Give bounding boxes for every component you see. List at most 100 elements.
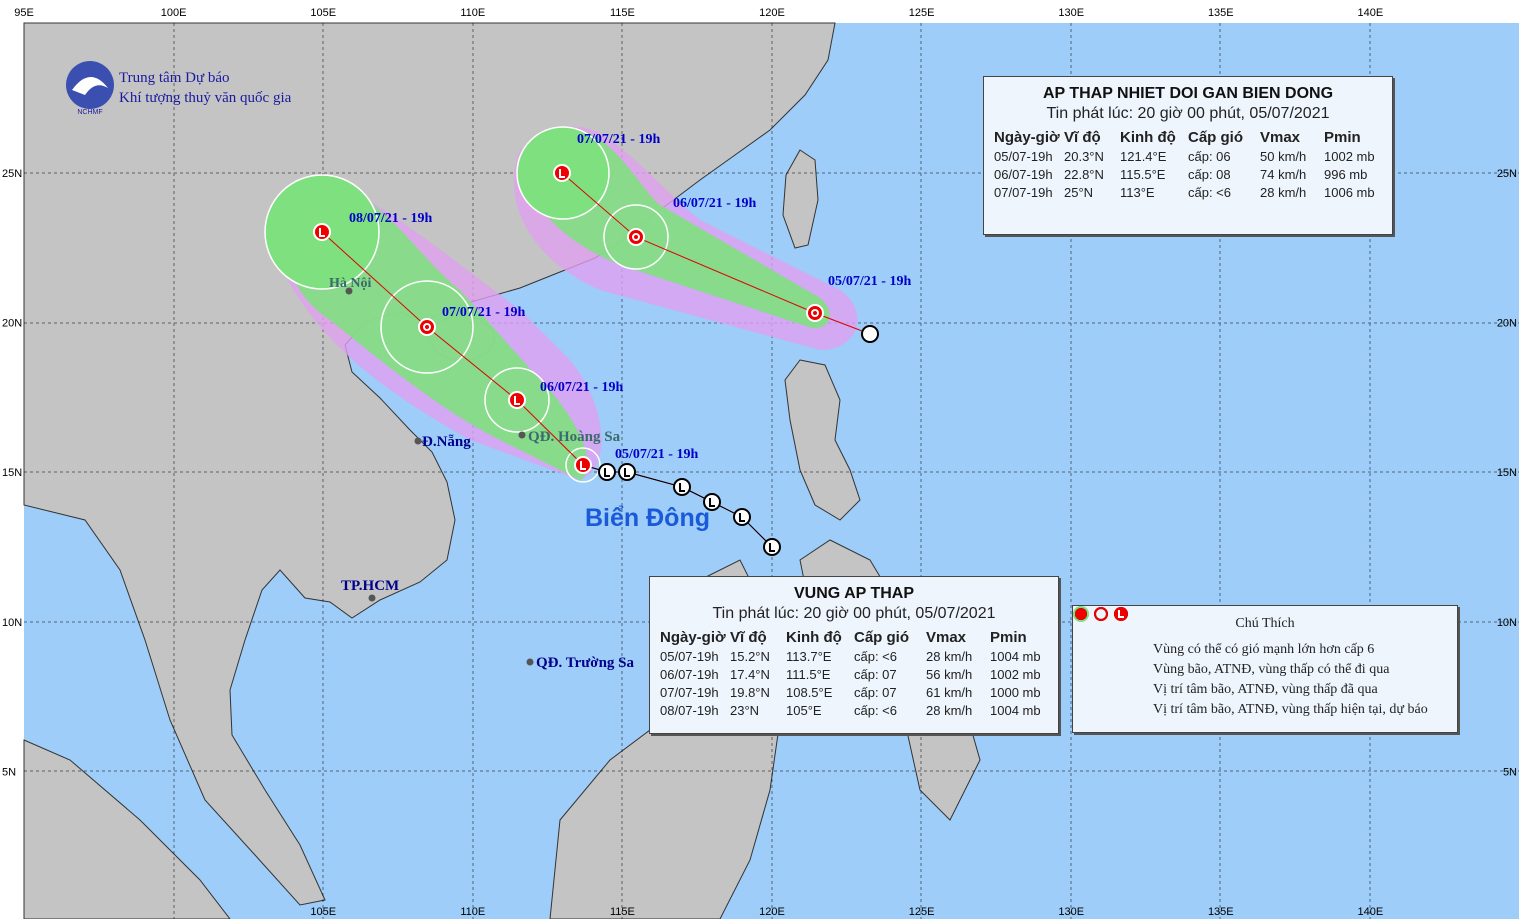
column-header: Vmax xyxy=(926,629,967,646)
track-marker xyxy=(861,325,879,343)
table-cell: 23°N xyxy=(730,703,760,718)
lon-label: 120E xyxy=(759,906,785,918)
table-cell: 61 km/h xyxy=(926,685,973,700)
place-dot xyxy=(526,658,534,666)
lon-label: 125E xyxy=(909,906,935,918)
table-cell: 74 km/h xyxy=(1260,167,1307,182)
table-cell: 115.5°E xyxy=(1120,167,1166,182)
track-marker xyxy=(553,164,571,182)
table-cell: 1002 mb xyxy=(990,667,1041,682)
lon-label: 110E xyxy=(460,7,485,19)
marker-glyph xyxy=(709,498,715,507)
track-marker xyxy=(574,456,592,474)
place-dot xyxy=(414,437,422,445)
track-marker xyxy=(627,228,645,246)
table-cell: 50 km/h xyxy=(1260,149,1307,164)
column-header: Kinh độ xyxy=(1120,129,1176,146)
marker-glyph xyxy=(679,483,685,492)
legend-item: Vùng có thể có gió mạnh lớn hơn cấp 6 xyxy=(1073,606,1457,660)
lon-label: 135E xyxy=(1208,7,1234,19)
table-cell: 1000 mb xyxy=(990,685,1041,700)
lon-label: 105E xyxy=(310,906,336,918)
logo-text: NCHMF xyxy=(77,109,102,116)
table-cell: 06/07-19h xyxy=(660,667,719,682)
table-cell: 121.4°E xyxy=(1120,149,1167,164)
legend-label: Vị trí tâm bão, ATNĐ, vùng thấp hiện tại… xyxy=(1153,702,1428,717)
legend-item: Vị trí tâm bão, ATNĐ, vùng thấp đã qua xyxy=(1073,607,1457,700)
table-cell: cấp: <6 xyxy=(854,703,898,718)
column-header: Cấp gió xyxy=(854,629,909,646)
lat-label: 10N xyxy=(1497,617,1517,629)
table-cell: 05/07-19h xyxy=(660,649,719,664)
table-cell: 15.2°N xyxy=(730,649,770,664)
track-marker xyxy=(418,318,436,336)
lon-label: 105E xyxy=(310,7,336,19)
legend-label: Vùng bão, ATNĐ, vùng thấp có thể đi qua xyxy=(1153,662,1390,677)
lon-label: 120E xyxy=(759,7,785,19)
legend-item: Vùng bão, ATNĐ, vùng thấp có thể đi qua xyxy=(1073,606,1457,680)
lat-label: 15N xyxy=(1497,467,1517,479)
column-header: Ngày-giờ xyxy=(660,629,726,646)
place-label: QĐ. Trường Sa xyxy=(536,655,635,671)
table-cell: 28 km/h xyxy=(926,703,973,718)
marker-glyph xyxy=(632,233,640,241)
marker-glyph xyxy=(769,543,775,552)
track-time-label: 06/07/21 - 19h xyxy=(673,196,756,211)
table-cell: 113.7°E xyxy=(786,649,832,664)
table-cell: cấp: 08 xyxy=(1188,167,1231,182)
lon-label: 110E xyxy=(460,906,485,918)
graticule xyxy=(24,23,1519,919)
table-cell: 07/07-19h xyxy=(994,185,1053,200)
table-cell: 08/07-19h xyxy=(660,703,719,718)
bulletin-issued: Tin phát lúc: 20 giờ 00 phút, 05/07/2021 xyxy=(712,605,996,622)
lat-label: 25N xyxy=(1497,168,1517,180)
marker-glyph xyxy=(811,309,819,317)
bulletin-title: VUNG AP THAP xyxy=(793,585,914,602)
lon-label: 95E xyxy=(14,7,34,19)
table-cell: 20.3°N xyxy=(1064,149,1104,164)
table-cell: cấp: 06 xyxy=(1188,149,1231,164)
column-header: Pmin xyxy=(1324,129,1361,146)
table-cell: cấp: 07 xyxy=(854,685,897,700)
lon-label: 140E xyxy=(1358,906,1384,918)
marker-glyph xyxy=(514,396,520,405)
column-header: Vĩ độ xyxy=(1064,129,1101,146)
bulletin-table: Ngày-giờ Vĩ độ Kinh độ Cấp gió Vmax Pmin 05/07… xyxy=(984,129,1392,200)
table-cell: 25°N xyxy=(1064,185,1094,200)
bulletin-box: VUNG AP THAP Tin phát lúc: 20 giờ 00 phút… xyxy=(649,576,1059,734)
table-cell: 1004 mb xyxy=(990,649,1041,664)
track-marker xyxy=(703,493,721,511)
column-header: Pmin xyxy=(990,629,1027,646)
logo xyxy=(66,61,114,109)
bulletin-issued: Tin phát lúc: 20 giờ 00 phút, 05/07/2021 xyxy=(1046,105,1330,122)
table-cell: 07/07-19h xyxy=(660,685,719,700)
column-header: Vmax xyxy=(1260,129,1301,146)
table-cell: cấp: 07 xyxy=(854,667,897,682)
legend-label: Vùng có thể có gió mạnh lớn hơn cấp 6 xyxy=(1153,642,1375,657)
lat-label: 20N xyxy=(1497,318,1517,330)
lon-label: 125E xyxy=(909,7,935,19)
table-cell: 1002 mb xyxy=(1324,149,1375,164)
lat-label: 15N xyxy=(2,467,22,479)
lon-label: 135E xyxy=(1208,906,1234,918)
track-time-label: 06/07/21 - 19h xyxy=(540,380,623,395)
table-cell: 56 km/h xyxy=(926,667,973,682)
place-label: Đ.Nẵng xyxy=(422,434,471,450)
track-marker xyxy=(313,223,331,241)
legend-title: Chú Thích xyxy=(1235,616,1295,631)
lon-label: 100E xyxy=(161,7,187,19)
lon-label: 140E xyxy=(1358,7,1384,19)
track-marker xyxy=(508,391,526,409)
marker-glyph xyxy=(624,468,630,477)
column-header: Vĩ độ xyxy=(730,629,767,646)
legend-symbol xyxy=(1075,607,1128,621)
lon-label: 115E xyxy=(610,906,635,918)
marker-glyph xyxy=(580,461,586,470)
place-label: Hà Nội xyxy=(329,276,372,291)
lon-label: 130E xyxy=(1058,7,1084,19)
track-time-label: 07/07/21 - 19h xyxy=(577,132,660,147)
table-cell: 05/07-19h xyxy=(994,149,1053,164)
table-cell: cấp: <6 xyxy=(854,649,898,664)
table-cell: 22.8°N xyxy=(1064,167,1104,182)
